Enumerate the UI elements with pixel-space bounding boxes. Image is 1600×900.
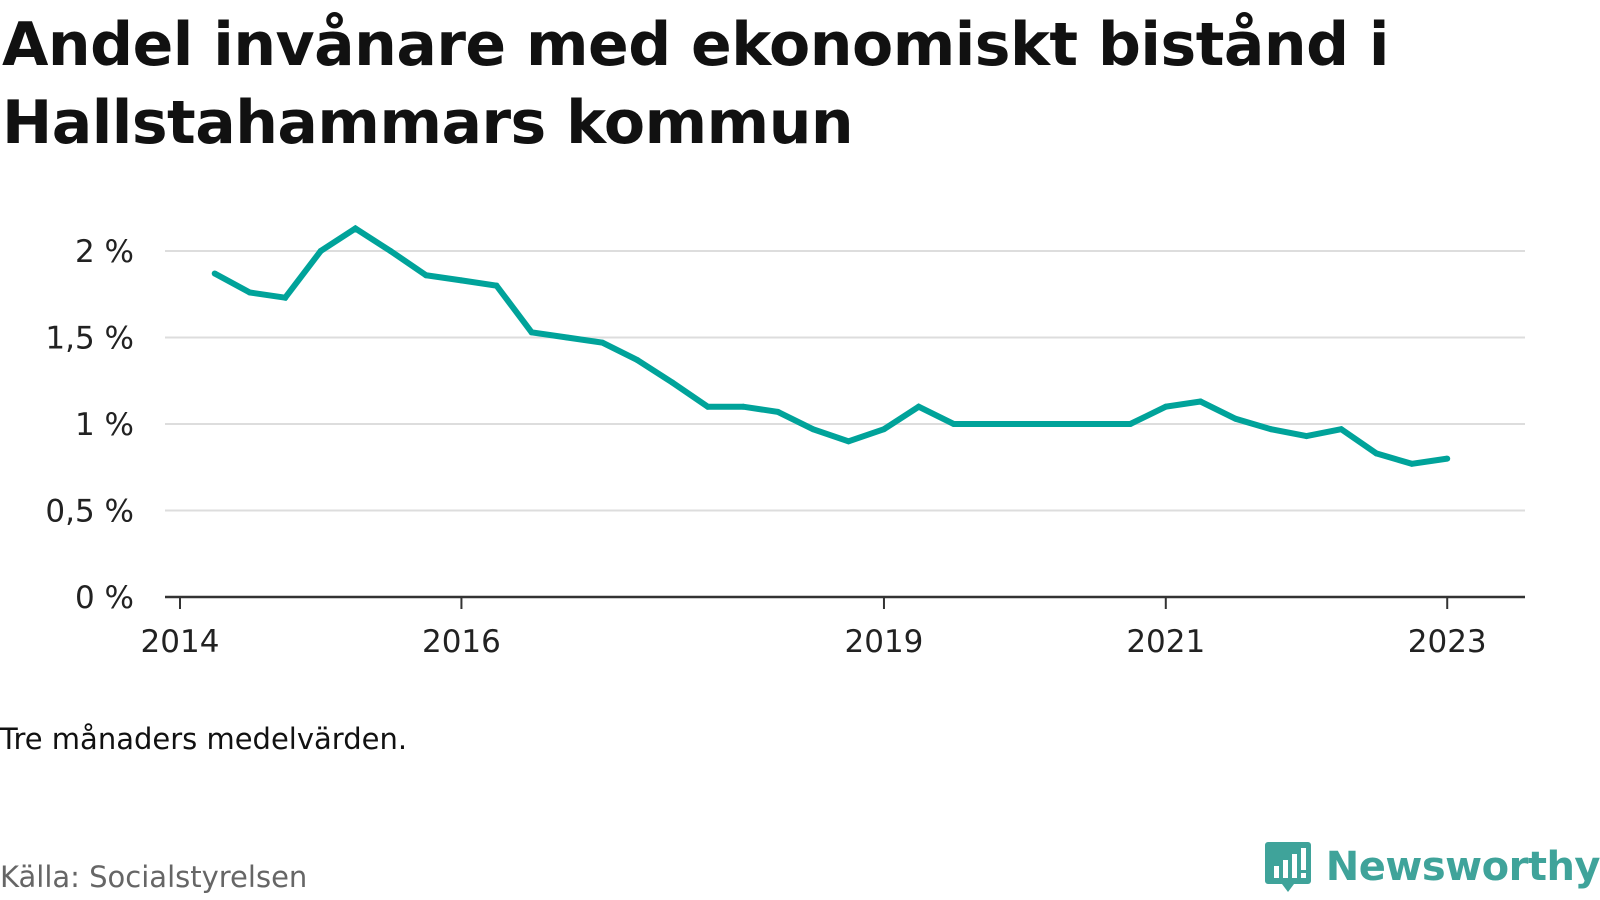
x-tick-label: 2023 <box>1408 624 1487 660</box>
data-point <box>915 403 922 410</box>
chart-note: Tre månaders medelvärden. <box>0 722 408 756</box>
y-axis-ticks: 0 % 0,5 % 1 % 1,5 % 2 % <box>45 234 134 616</box>
x-tick-label: 2016 <box>422 624 501 660</box>
gridlines <box>165 250 1525 512</box>
data-point <box>1338 426 1345 433</box>
data-point <box>317 248 324 254</box>
data-point <box>880 426 887 433</box>
data-point <box>986 421 993 427</box>
data-point <box>1056 421 1063 427</box>
data-point <box>282 294 289 301</box>
x-tick-label: 2014 <box>141 624 220 660</box>
data-point <box>1232 415 1239 422</box>
x-tick-label: 2021 <box>1126 624 1205 660</box>
newsworthy-logo-icon <box>1264 842 1311 892</box>
data-point <box>528 329 535 336</box>
data-point <box>422 272 429 279</box>
source-label: Källa: Socialstyrelsen <box>0 860 308 894</box>
brand-name: Newsworthy <box>1325 844 1600 890</box>
data-point <box>1408 460 1415 467</box>
data-point <box>1197 398 1204 405</box>
y-tick-label: 0,5 % <box>45 494 134 530</box>
data-point <box>950 421 957 427</box>
y-tick-label: 0 % <box>75 580 134 616</box>
chart-title: Andel invånare med ekonomiskt bistånd i … <box>2 10 1389 158</box>
data-point <box>845 438 852 445</box>
data-point <box>634 356 641 363</box>
data-point <box>246 289 253 296</box>
data-point <box>211 270 218 277</box>
data-point <box>740 403 747 410</box>
data-point <box>1373 450 1380 457</box>
y-tick-label: 2 % <box>75 234 134 270</box>
data-point <box>704 403 711 410</box>
data-point <box>810 426 817 433</box>
brand[interactable]: Newsworthy <box>1264 840 1600 894</box>
data-point <box>493 282 500 289</box>
data-point <box>1021 421 1028 427</box>
data-point <box>1091 421 1098 427</box>
data-point <box>1127 421 1134 427</box>
y-tick-label: 1,5 % <box>45 321 134 357</box>
data-point <box>387 248 394 254</box>
data-point <box>1162 403 1169 410</box>
data-point <box>1444 455 1451 462</box>
data-point <box>352 225 359 232</box>
data-point <box>599 339 606 346</box>
data-point <box>774 408 781 415</box>
line-chart: 0 % 0,5 % 1 % 1,5 % 2 % 2014 2016 2019 2021 2023 <box>45 224 1525 660</box>
data-point <box>564 334 571 341</box>
y-tick-label: 1 % <box>75 407 134 443</box>
series-line <box>213 224 1448 467</box>
data-point <box>458 277 465 284</box>
data-point <box>1303 433 1310 440</box>
x-axis-ticks: 2014 2016 2019 2021 2023 <box>141 597 1487 660</box>
x-tick-label: 2019 <box>845 624 924 660</box>
data-point <box>1268 426 1275 433</box>
series-group <box>211 224 1451 467</box>
data-point <box>669 379 676 386</box>
